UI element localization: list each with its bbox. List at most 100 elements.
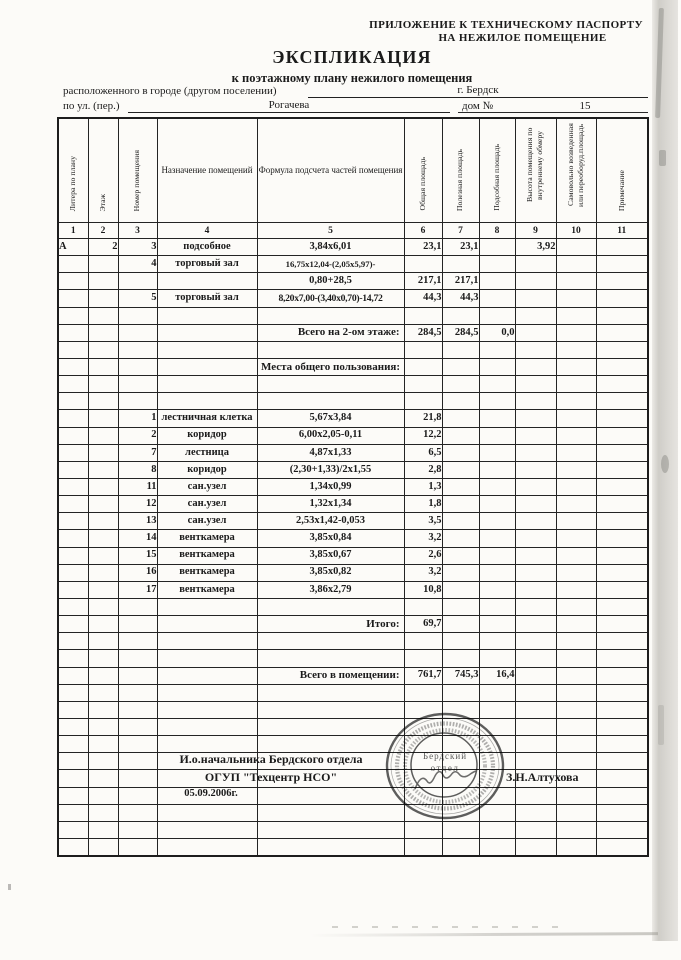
table-cell xyxy=(57,752,89,771)
table-cell: 69,7 xyxy=(403,615,443,634)
table-cell: подсобное xyxy=(156,237,258,257)
table-header: Литера по плану Этаж Номер помещения Назнач… xyxy=(57,117,649,239)
table-cell xyxy=(117,323,158,342)
table-cell xyxy=(156,717,258,737)
table-row: А 2 3 подсобное 3,84x6,01 23,1 23,1 3,92 xyxy=(57,237,649,257)
table-cell xyxy=(57,580,89,599)
table-cell: 217,1 xyxy=(403,272,443,291)
table-cell xyxy=(57,306,89,325)
table-cell xyxy=(595,409,649,428)
scan-streak xyxy=(658,705,664,745)
table-cell xyxy=(256,306,405,325)
table-cell xyxy=(514,323,557,342)
table-cell xyxy=(514,357,557,377)
stamp-signature-squiggle xyxy=(414,770,477,790)
table-cell: 14 xyxy=(117,529,158,548)
table-cell xyxy=(441,255,480,274)
table-cell xyxy=(478,563,516,582)
table-cell: 284,5 xyxy=(403,323,443,342)
table-cell xyxy=(478,512,516,531)
table-cell xyxy=(555,717,597,737)
table-cell xyxy=(514,529,557,548)
table-cell: коридор xyxy=(156,426,258,445)
table-cell xyxy=(57,495,89,514)
table-cell xyxy=(478,529,516,548)
signature-date: 05.09.2006г. xyxy=(184,788,238,799)
table-cell: 3,92 xyxy=(514,237,557,257)
table-cell: Места общего пользования: xyxy=(256,357,405,377)
location-label: расположенного в городе (другом поселени… xyxy=(63,85,277,97)
table-cell xyxy=(156,323,258,342)
table-cell xyxy=(595,477,649,497)
table-cell xyxy=(117,306,158,325)
table-cell xyxy=(57,426,89,445)
table-cell xyxy=(441,837,480,857)
stamp-text-line1: Бердский xyxy=(423,751,467,761)
explication-table: Литера по плану Этаж Номер помещения Назнач… xyxy=(57,117,649,857)
table-row: 14 венткамера 3,85x0,84 3,2 xyxy=(57,529,649,548)
scan-edge-band xyxy=(652,0,678,941)
table-cell xyxy=(156,357,258,377)
table-cell: 44,3 xyxy=(403,289,443,308)
table-cell xyxy=(117,597,158,617)
table-cell xyxy=(595,512,649,531)
table-cell xyxy=(57,735,89,754)
table-cell xyxy=(555,357,597,377)
table-cell xyxy=(87,477,119,497)
table-cell xyxy=(514,666,557,685)
table-cell xyxy=(478,632,516,651)
table-cell xyxy=(403,632,443,651)
table-cell xyxy=(555,237,597,257)
table-cell xyxy=(256,786,405,805)
table-cell xyxy=(87,837,119,857)
table-cell xyxy=(156,649,258,668)
table-row: 1 лестничная клетка 5,67x3,84 21,8 xyxy=(57,409,649,428)
col-header-label: Высота помещения по внутреннему обмеру xyxy=(525,127,545,203)
table-cell xyxy=(441,306,480,325)
table-cell: 3,85x0,84 xyxy=(256,529,405,548)
table-cell: 10,8 xyxy=(403,580,443,599)
table-cell xyxy=(555,615,597,634)
table-cell xyxy=(117,717,158,737)
col-header-label: Этаж xyxy=(97,193,107,212)
table-cell xyxy=(57,597,89,617)
table-cell xyxy=(555,666,597,685)
table-cell: 15 xyxy=(117,546,158,565)
table-cell xyxy=(595,700,649,719)
table-cell xyxy=(478,443,516,462)
table-cell xyxy=(595,340,649,359)
table-cell xyxy=(441,649,480,668)
table-cell xyxy=(87,306,119,325)
signatory-position-line1: И.о.начальника Бердского отдела xyxy=(179,752,363,766)
table-cell xyxy=(478,255,516,274)
table-cell xyxy=(555,512,597,531)
table-row xyxy=(57,392,649,411)
table-cell xyxy=(478,820,516,839)
table-cell xyxy=(595,717,649,737)
table-row: 15 венткамера 3,85x0,67 2,6 xyxy=(57,546,649,565)
col-number: 2 xyxy=(87,222,119,239)
table-cell xyxy=(514,649,557,668)
col-header-8: Подсобная площадь xyxy=(478,117,516,223)
table-cell xyxy=(87,392,119,411)
table-cell xyxy=(87,717,119,737)
table-cell xyxy=(514,752,557,771)
table-cell xyxy=(156,392,258,411)
col-header-2: Этаж xyxy=(87,117,119,223)
col-header-5: Формула подсчета частей помещения xyxy=(256,117,405,223)
table-cell xyxy=(441,409,480,428)
col-number: 4 xyxy=(156,222,258,239)
table-cell xyxy=(57,357,89,377)
table-cell xyxy=(595,272,649,291)
table-cell xyxy=(478,615,516,634)
table-cell xyxy=(87,563,119,582)
table-cell xyxy=(256,649,405,668)
table-cell xyxy=(156,632,258,651)
table-cell xyxy=(514,563,557,582)
table-cell xyxy=(87,426,119,445)
table-cell xyxy=(441,443,480,462)
table-cell xyxy=(87,495,119,514)
table-cell xyxy=(87,289,119,308)
col-number: 11 xyxy=(595,222,649,239)
table-cell xyxy=(478,683,516,702)
